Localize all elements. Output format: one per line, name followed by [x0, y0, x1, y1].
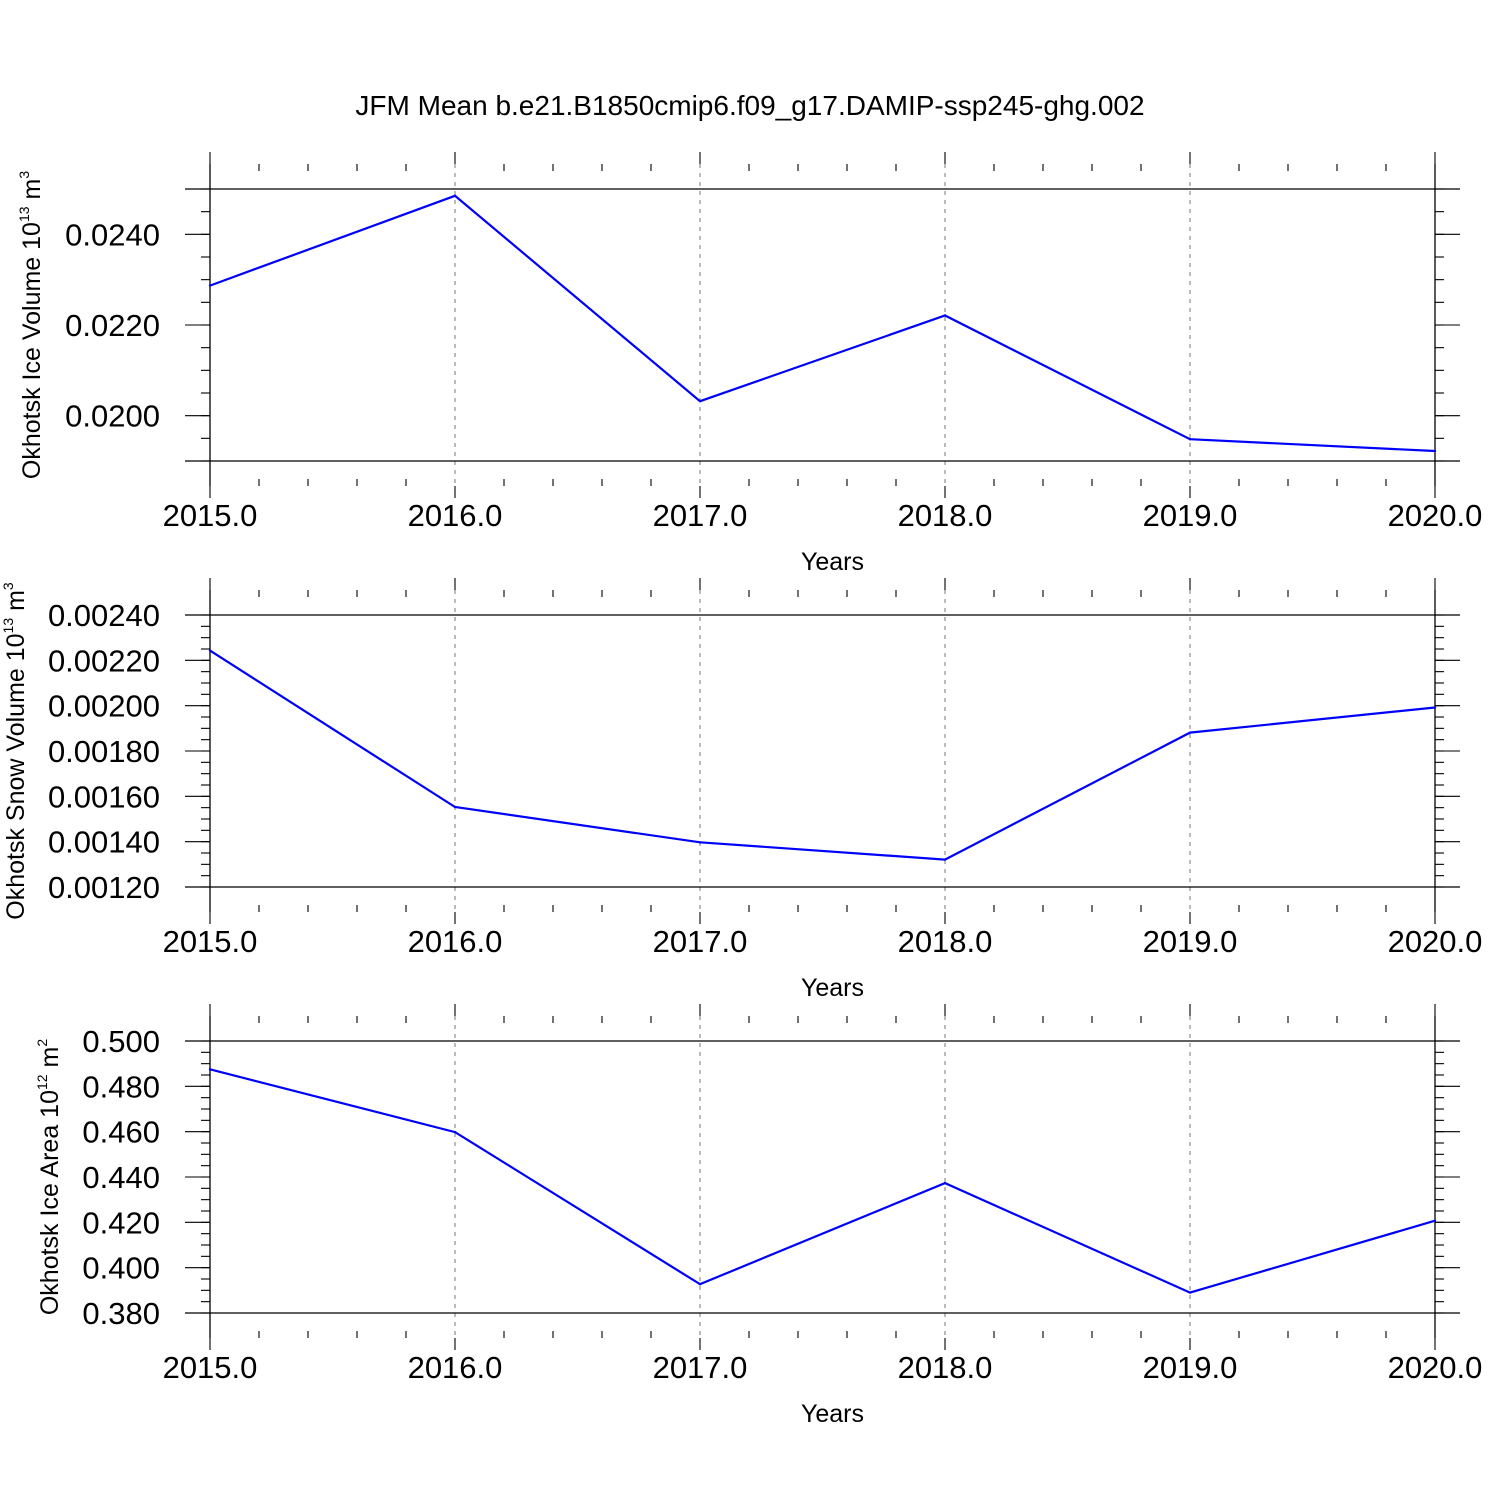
- data-point: [1188, 731, 1192, 734]
- y-tick-label: 0.480: [82, 1069, 160, 1104]
- y-axis-title: Okhotsk Ice Area 1012 m2: [34, 1039, 64, 1315]
- x-tick-label: 2016.0: [408, 498, 503, 533]
- y-tick-label: 0.420: [82, 1205, 160, 1240]
- x-tick-label: 2015.0: [163, 1350, 258, 1385]
- y-axis-title-exp: 13: [16, 206, 32, 222]
- x-axis-title: Years: [801, 548, 864, 576]
- y-axis-title: Okhotsk Ice Volume 1013 m3: [16, 171, 46, 479]
- chart-panel-3: 2015.0 2016.0 2017.0 2018.0 2019.0 2020.0 0.38…: [34, 1004, 1482, 1428]
- data-point: [1188, 438, 1192, 441]
- y-axis-title-unit: m: [36, 1047, 64, 1075]
- x-tick-label: 2015.0: [163, 498, 258, 533]
- y-tick-label: 0.380: [82, 1296, 160, 1331]
- y-tick-label: 0.500: [82, 1024, 160, 1059]
- data-point: [698, 841, 702, 844]
- x-tick-label: 2016.0: [408, 1350, 503, 1385]
- data-point: [453, 194, 457, 197]
- y-tick-label: 0.0220: [65, 308, 160, 343]
- chart-panel-2: 2015.0 2016.0 2017.0 2018.0 2019.0 2020.0 0.00…: [0, 578, 1482, 1002]
- data-point: [453, 1130, 457, 1134]
- y-tick-label: 0.0200: [65, 399, 160, 434]
- data-point: [1433, 706, 1437, 709]
- y-tick-label: 0.00140: [48, 825, 160, 860]
- x-tick-label: 2015.0: [163, 924, 258, 959]
- data-point: [943, 314, 947, 317]
- x-tick-label: 2020.0: [1388, 924, 1483, 959]
- x-tick-label: 2019.0: [1143, 1350, 1238, 1385]
- data-point: [1433, 449, 1437, 453]
- y-axis-title: Okhotsk Snow Volume 1013 m3: [0, 582, 30, 920]
- x-tick-label: 2019.0: [1143, 924, 1238, 959]
- data-point: [208, 284, 212, 287]
- data-point: [943, 1181, 947, 1185]
- y-tick-label: 0.440: [82, 1160, 160, 1195]
- chart-panel-1: 2015.0 2016.0 2017.0 2018.0 2019.0 2020.0 0.02…: [16, 152, 1482, 576]
- x-tick-label: 2020.0: [1388, 1350, 1483, 1385]
- y-axis-title-unit-exp: 3: [16, 171, 32, 179]
- y-axis-title-text: Okhotsk Ice Area 10: [36, 1090, 64, 1315]
- data-point: [943, 858, 947, 861]
- y-axis-title-exp: 13: [0, 618, 16, 634]
- x-axis-title: Years: [801, 974, 864, 1002]
- y-axis-title-exp: 12: [34, 1074, 50, 1090]
- y-tick-label: 0.00160: [48, 779, 160, 814]
- data-point: [1188, 1291, 1192, 1294]
- x-tick-label: 2019.0: [1143, 498, 1238, 533]
- series-line: [209, 649, 1436, 861]
- data-point: [1433, 1219, 1437, 1222]
- x-tick-label: 2017.0: [653, 1350, 748, 1385]
- y-axis-title-text: Okhotsk Snow Volume 10: [2, 633, 30, 919]
- y-axis-title-text: Okhotsk Ice Volume 10: [18, 222, 46, 479]
- x-tick-label: 2018.0: [898, 498, 993, 533]
- y-axis-title-unit: m: [18, 179, 46, 207]
- figure-title: JFM Mean b.e21.B1850cmip6.f09_g17.DAMIP-…: [355, 90, 1144, 121]
- y-tick-label: 0.00120: [48, 870, 160, 905]
- x-tick-label: 2016.0: [408, 924, 503, 959]
- x-tick-label: 2018.0: [898, 924, 993, 959]
- series-line: [209, 1068, 1436, 1294]
- y-tick-label: 0.00200: [48, 689, 160, 724]
- y-axis-title-unit-exp: 3: [0, 582, 16, 590]
- x-tick-label: 2018.0: [898, 1350, 993, 1385]
- y-axis-title-unit-exp: 2: [34, 1039, 50, 1047]
- x-axis-title: Years: [801, 1400, 864, 1428]
- y-axis-title-unit: m: [2, 590, 30, 618]
- y-tick-label: 0.00240: [48, 598, 160, 633]
- data-point: [698, 399, 702, 403]
- y-tick-label: 0.400: [82, 1251, 160, 1286]
- data-point: [208, 649, 212, 652]
- data-point: [208, 1068, 212, 1071]
- x-tick-label: 2017.0: [653, 498, 748, 533]
- x-tick-label: 2020.0: [1388, 498, 1483, 533]
- data-point: [453, 805, 457, 809]
- y-tick-label: 0.460: [82, 1115, 160, 1150]
- y-tick-label: 0.0240: [65, 217, 160, 252]
- y-tick-label: 0.00220: [48, 643, 160, 678]
- data-point: [698, 1283, 702, 1286]
- x-tick-label: 2017.0: [653, 924, 748, 959]
- chart-panels: 2015.0 2016.0 2017.0 2018.0 2019.0 2020.0 0.02…: [0, 152, 1482, 1428]
- series-line: [209, 194, 1436, 453]
- y-tick-label: 0.00180: [48, 734, 160, 769]
